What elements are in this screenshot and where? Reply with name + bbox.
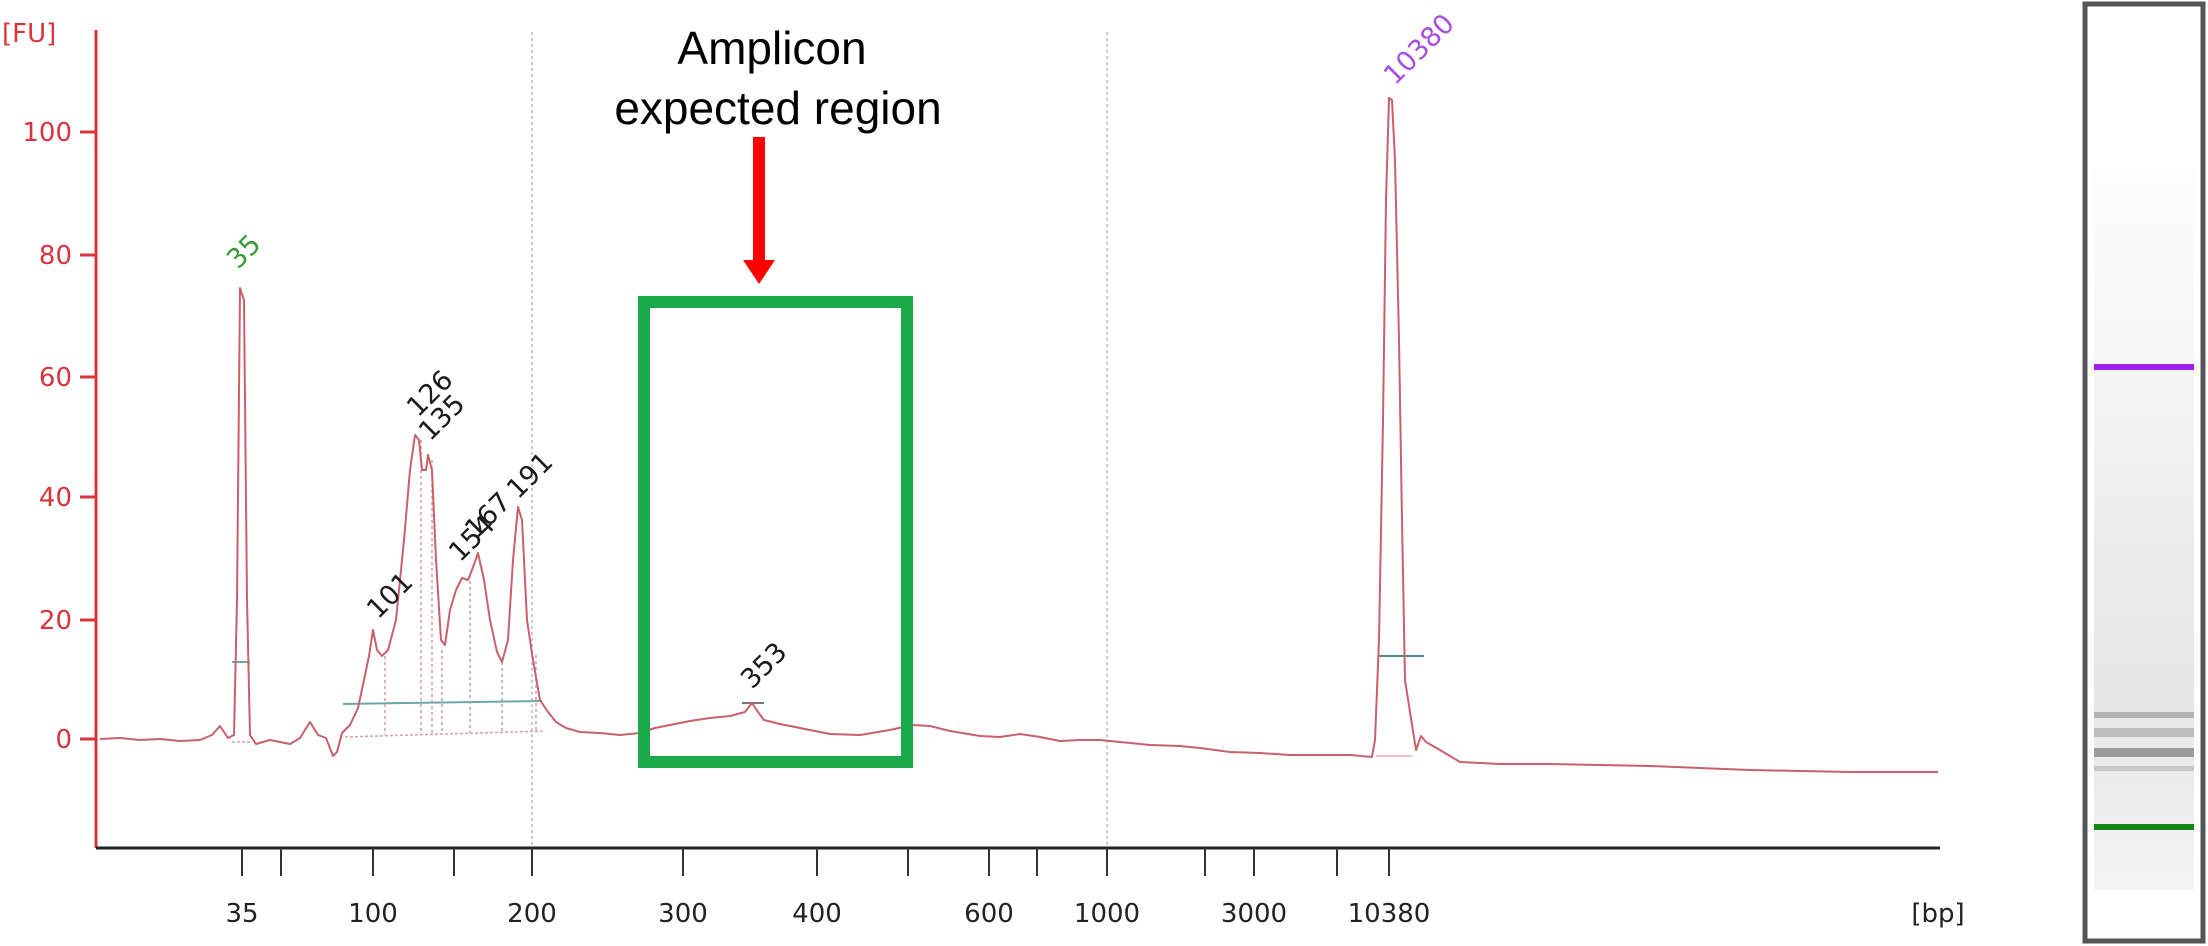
y-tick-20: 20 — [39, 606, 96, 636]
annotation-arrow-icon — [743, 137, 775, 284]
y-tick-0: 0 — [55, 725, 96, 755]
gel-band — [2094, 766, 2194, 771]
x-tick-1000: 1000 — [1074, 899, 1140, 929]
x-tick-600: 600 — [964, 899, 1014, 929]
x-tick-400: 400 — [792, 899, 842, 929]
peak-label-353: 353 — [735, 637, 793, 695]
peak-label-101: 101 — [361, 567, 419, 625]
amplicon-expected-region-box — [638, 296, 913, 768]
peak-label-191: 191 — [501, 447, 559, 505]
gel-band — [2094, 748, 2194, 757]
x-tick-35: 35 — [225, 899, 258, 929]
gel-lane — [2082, 1, 2206, 944]
y-tick-40: 40 — [39, 483, 96, 513]
y-axis: [FU] 0 20 40 60 80 100 — [2, 19, 98, 848]
x-tick-3000: 3000 — [1221, 899, 1287, 929]
y-axis-unit: [FU] — [2, 19, 56, 49]
x-tick-300: 300 — [658, 899, 708, 929]
gel-lower-marker-band — [2094, 824, 2194, 830]
gel-band — [2094, 712, 2194, 718]
x-tick-200: 200 — [507, 899, 557, 929]
y-tick-60: 60 — [39, 363, 96, 393]
svg-text:0: 0 — [55, 725, 72, 755]
x-axis: 35 100 200 300 400 600 1000 3000 10380 [… — [96, 846, 1965, 929]
gel-band — [2094, 728, 2194, 737]
svg-text:20: 20 — [39, 606, 72, 636]
annotation-line2: expected region — [614, 82, 941, 134]
peak-label-10380: 10380 — [1378, 8, 1461, 91]
smear-region-markers — [232, 440, 1424, 757]
y-tick-80: 80 — [39, 241, 96, 271]
svg-text:60: 60 — [39, 363, 72, 393]
annotation-line1: Amplicon — [677, 22, 866, 74]
y-tick-100: 100 — [22, 118, 96, 148]
x-axis-unit: [bp] — [1911, 899, 1964, 929]
svg-text:40: 40 — [39, 483, 72, 513]
svg-text:100: 100 — [22, 118, 72, 148]
gel-upper-marker-band — [2094, 364, 2194, 370]
peak-label-35: 35 — [221, 229, 267, 275]
electropherogram-trace — [99, 97, 1938, 773]
x-tick-100: 100 — [348, 899, 398, 929]
svg-text:80: 80 — [39, 241, 72, 271]
x-tick-10380: 10380 — [1348, 899, 1431, 929]
